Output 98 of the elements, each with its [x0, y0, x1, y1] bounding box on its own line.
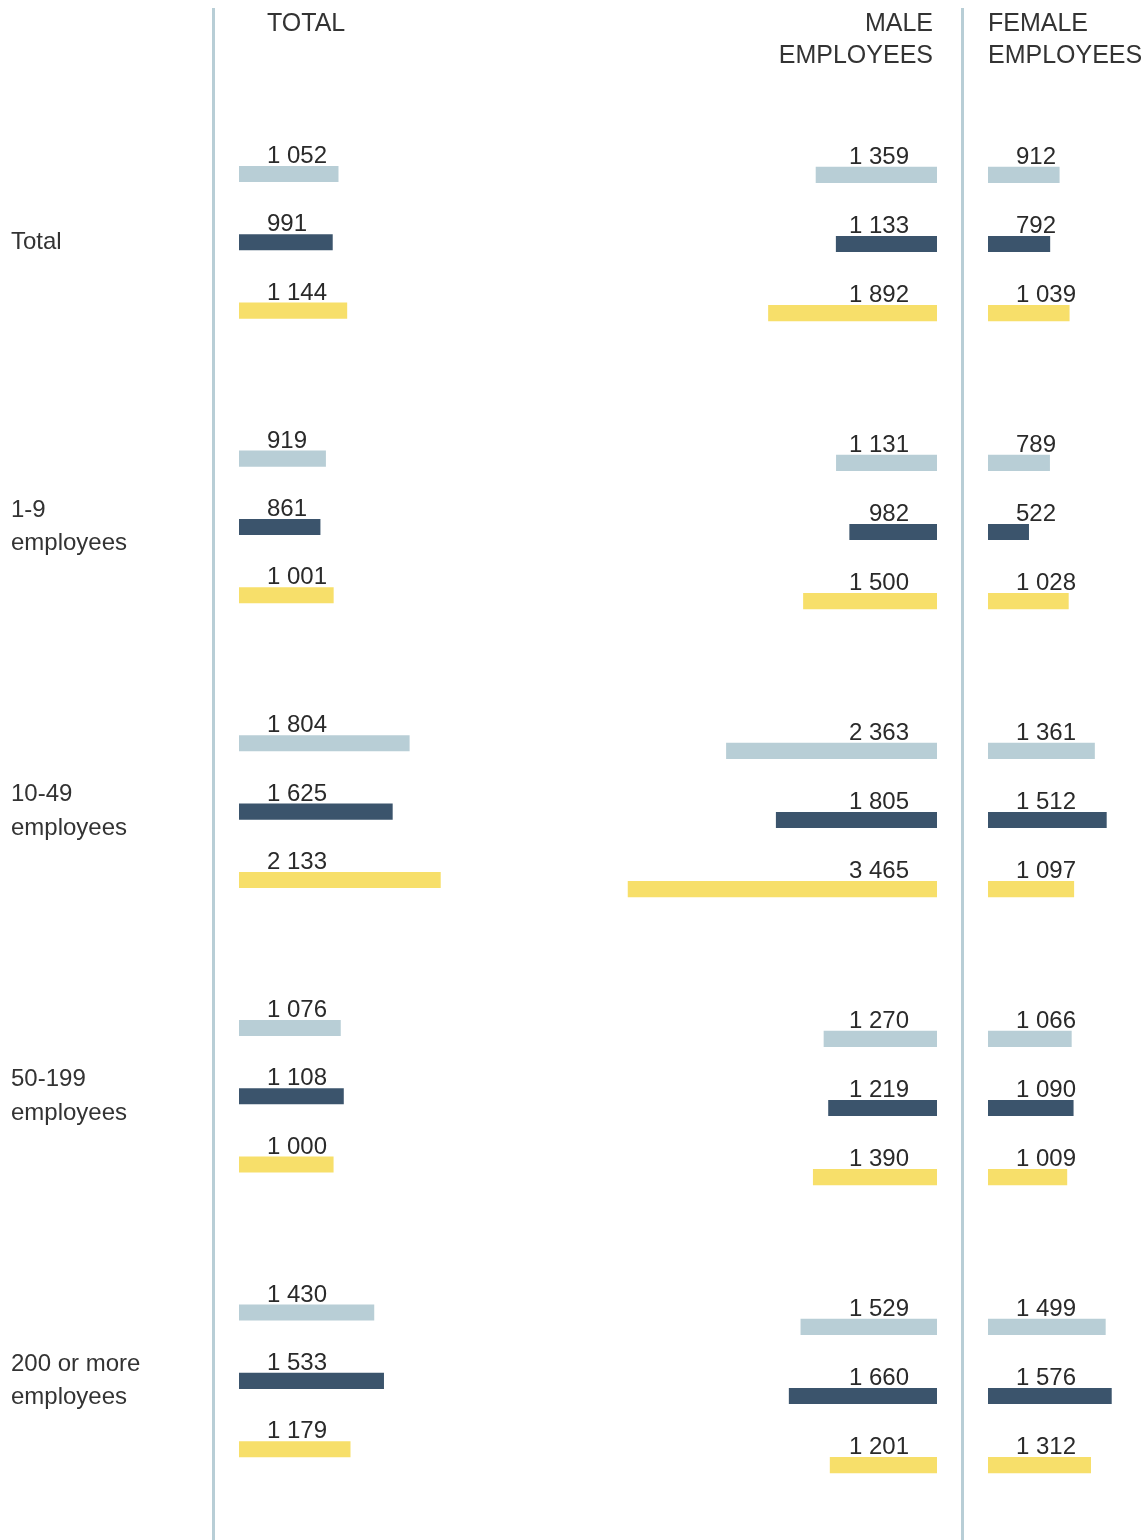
- data-label: 1 201: [848, 1432, 909, 1460]
- bar: [239, 518, 321, 535]
- data-label: 1 512: [1016, 787, 1077, 814]
- data-label: 789: [1016, 429, 1057, 457]
- data-label: 1 270: [848, 1005, 909, 1033]
- data-label: 1 097: [1016, 856, 1077, 884]
- data-label: 792: [1016, 211, 1057, 238]
- data-label: 2 133: [267, 846, 328, 874]
- data-label: 1 076: [267, 994, 328, 1022]
- chart-title: TOTAL: [267, 7, 347, 38]
- data-label: 1 533: [267, 1347, 328, 1375]
- data-label: 1 000: [267, 1131, 328, 1159]
- data-label: 1 390: [848, 1144, 909, 1172]
- data-label: 1 133: [848, 211, 909, 238]
- bar: [988, 593, 1069, 610]
- bar: [835, 235, 937, 253]
- data-label: 1 108: [267, 1063, 328, 1091]
- bar: [988, 454, 1050, 471]
- data-label: 912: [1016, 141, 1057, 169]
- bar: [988, 881, 1075, 898]
- bar: [988, 1030, 1072, 1047]
- data-label: 3 465: [848, 856, 909, 884]
- data-label: 1 430: [267, 1279, 328, 1307]
- data-label: 1 219: [848, 1075, 909, 1102]
- data-label: 1 660: [848, 1363, 909, 1390]
- data-label: 1 131: [848, 429, 909, 457]
- bar: [988, 1318, 1106, 1335]
- bar: [988, 235, 1051, 253]
- data-label: 1 144: [267, 277, 328, 305]
- bar: [828, 1099, 937, 1117]
- data-label: 1 039: [1016, 280, 1077, 308]
- bar: [239, 234, 333, 251]
- bar: [988, 1387, 1112, 1405]
- data-label: 1 028: [1016, 568, 1077, 596]
- bar: [239, 1156, 334, 1173]
- bar: [239, 1372, 384, 1389]
- bar: [239, 1088, 344, 1105]
- data-label: 1 500: [848, 568, 909, 596]
- data-label: 1 625: [267, 778, 328, 806]
- data-label: 1 359: [848, 141, 909, 169]
- data-label: 1 052: [267, 141, 328, 169]
- bar: [768, 305, 937, 322]
- bar: [239, 1304, 375, 1321]
- bar: [988, 305, 1070, 322]
- bar: [239, 302, 348, 319]
- data-label: 1 090: [1016, 1075, 1077, 1102]
- y-tick-label: 10-49 employees: [11, 779, 128, 841]
- data-label: 1 499: [1016, 1293, 1077, 1321]
- chart-title: MALE EMPLOYEES: [777, 7, 933, 70]
- y-tick-label: 200 or more employees: [11, 1348, 141, 1410]
- bar: [803, 593, 937, 610]
- y-tick-label: Total: [11, 226, 62, 254]
- y-tick-label: 1-9 employees: [11, 494, 128, 556]
- bar: [829, 1457, 937, 1474]
- data-label: 982: [868, 499, 909, 526]
- data-label: 1 361: [1016, 717, 1077, 745]
- bar: [239, 450, 326, 467]
- chart-title: FEMALE EMPLOYEES: [988, 7, 1144, 70]
- data-label: 991: [267, 209, 308, 237]
- bar: [812, 1169, 937, 1186]
- data-label: 1 312: [1016, 1432, 1077, 1460]
- bar: [627, 881, 937, 898]
- bar: [239, 735, 410, 752]
- data-label: 919: [267, 425, 308, 453]
- bar: [988, 1457, 1091, 1474]
- bar: [988, 742, 1095, 759]
- bar: [988, 166, 1060, 183]
- bar: [239, 1019, 341, 1036]
- data-label: 1 805: [848, 787, 909, 814]
- data-label: 1 179: [267, 1416, 328, 1444]
- bar: [815, 166, 937, 183]
- bar: [239, 1441, 351, 1458]
- data-label: 861: [267, 493, 308, 521]
- bar: [988, 523, 1029, 541]
- bar: [800, 1318, 937, 1335]
- data-label: 1 576: [1016, 1363, 1077, 1390]
- bar: [239, 803, 393, 820]
- y-tick-label: 50-199 employees: [11, 1064, 128, 1125]
- bar: [988, 1099, 1074, 1117]
- data-label: 2 363: [848, 717, 909, 745]
- bar: [239, 165, 339, 183]
- bar: [823, 1030, 937, 1047]
- data-label: 1 804: [267, 710, 328, 738]
- bar: [988, 1169, 1068, 1186]
- bar: [239, 587, 334, 604]
- data-label: 1 001: [267, 562, 328, 590]
- bar: [988, 811, 1107, 829]
- data-label: 1 066: [1016, 1005, 1077, 1033]
- bar: [239, 871, 441, 888]
- data-label: 522: [1016, 499, 1057, 526]
- bar: [836, 454, 937, 471]
- bar: [775, 811, 937, 829]
- data-label: 1 892: [848, 280, 909, 308]
- data-label: 1 009: [1016, 1144, 1077, 1172]
- bar: [726, 742, 937, 759]
- data-label: 1 529: [848, 1293, 909, 1321]
- bar: [849, 523, 937, 541]
- bar: [788, 1387, 937, 1405]
